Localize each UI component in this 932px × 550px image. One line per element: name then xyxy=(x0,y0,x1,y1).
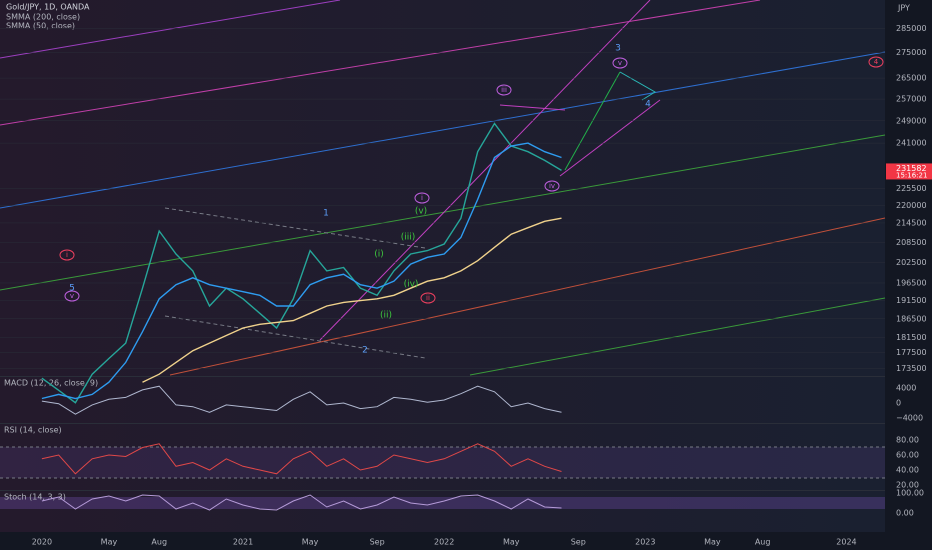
legend-entry: SMMA (50, close) xyxy=(6,22,75,31)
x-tick-label: 2022 xyxy=(434,538,454,547)
price-axis-bg xyxy=(885,0,932,550)
y-tick-label: 0 xyxy=(896,399,901,408)
panel-title: MACD (12, 26, close, 9) xyxy=(4,379,98,388)
wave-label: 4 xyxy=(645,100,651,110)
legend-entry: SMMA (200, close) xyxy=(6,13,80,22)
wave-label: i xyxy=(66,251,68,259)
y-tick-label: 60.00 xyxy=(896,451,919,460)
wave-label: 5 xyxy=(69,284,75,294)
time-axis-bg xyxy=(0,532,885,550)
wave-label: (iv) xyxy=(404,280,419,290)
y-tick-label: 241000 xyxy=(896,139,927,148)
wave-label: (ii) xyxy=(380,311,392,321)
wave-label: (iii) xyxy=(401,233,416,243)
wave-circle xyxy=(420,292,436,304)
y-tick-label: 40.00 xyxy=(896,466,919,475)
y-tick-label: 173500 xyxy=(896,364,927,373)
x-tick-label: Aug xyxy=(151,538,167,547)
wave-label: iv xyxy=(549,182,555,190)
x-tick-label: 2023 xyxy=(635,538,655,547)
y-tick-label: 4000 xyxy=(896,384,916,393)
wave-circle xyxy=(414,192,430,204)
wave-label: i xyxy=(421,194,423,202)
y-tick-label: 214500 xyxy=(896,218,927,227)
y-tick-label: 196500 xyxy=(896,278,927,287)
y-tick-label: 249000 xyxy=(896,116,927,125)
series-line xyxy=(41,443,562,475)
y-tick-label: 202500 xyxy=(896,258,927,267)
series-line xyxy=(41,122,562,404)
wave-label: v xyxy=(618,59,622,67)
wave-circle xyxy=(612,57,628,69)
panel-title: Stoch (14, 3, 3) xyxy=(4,493,66,502)
series-line xyxy=(41,142,562,400)
panel-title: RSI (14, close) xyxy=(4,426,62,435)
title: Gold/JPY, 1D, OANDA xyxy=(6,3,90,12)
x-tick-label: May xyxy=(101,538,118,547)
y-tick-label: 208500 xyxy=(896,238,927,247)
y-tick-label: 181500 xyxy=(896,333,927,342)
drawings xyxy=(0,0,886,509)
wave-label: v xyxy=(70,292,74,300)
x-tick-label: May xyxy=(704,538,721,547)
y-tick-label: 177500 xyxy=(896,348,927,357)
y-tick-label: 80.00 xyxy=(896,436,919,445)
y-tick-label: 225500 xyxy=(896,184,927,193)
wave-circle xyxy=(64,290,80,302)
x-tick-label: May xyxy=(302,538,319,547)
axis-unit: JPY xyxy=(897,4,910,13)
y-tick-label: 0.00 xyxy=(896,509,914,518)
wave-label: 2 xyxy=(362,346,368,356)
wave-label: iii xyxy=(501,86,507,94)
x-tick-label: May xyxy=(503,538,520,547)
wave-circle xyxy=(868,56,884,68)
y-tick-label: 186500 xyxy=(896,314,927,323)
series-line xyxy=(41,385,562,415)
price-tag-label: 231582 xyxy=(896,164,927,173)
x-tick-label: Sep xyxy=(370,538,385,547)
y-tick-label: 220000 xyxy=(896,201,927,210)
wave-label: (v) xyxy=(415,207,427,217)
y-tick-label: 265000 xyxy=(896,74,927,83)
y-tick-label: 275000 xyxy=(896,48,927,57)
x-tick-label: 2024 xyxy=(836,538,856,547)
x-tick-label: 2020 xyxy=(32,538,52,547)
series-line xyxy=(41,494,562,511)
price-tag xyxy=(886,163,932,180)
wave-circle xyxy=(544,180,560,192)
x-tick-label: Aug xyxy=(755,538,771,547)
series-line xyxy=(142,217,562,383)
countdown: 15:16:21 xyxy=(896,171,927,179)
plot-bg xyxy=(0,0,885,532)
y-tick-label: 20.00 xyxy=(896,481,919,490)
wave-label: 4 xyxy=(874,58,879,66)
wave-label: 3 xyxy=(615,44,621,54)
wave-label: ii xyxy=(426,294,430,302)
wave-label: 1 xyxy=(323,209,329,219)
wave-label: (i) xyxy=(374,250,384,260)
wave-circle xyxy=(496,84,512,96)
x-tick-label: 2021 xyxy=(233,538,253,547)
y-tick-label: 257000 xyxy=(896,95,927,104)
wave-circle xyxy=(59,249,75,261)
y-tick-label: 191500 xyxy=(896,296,927,305)
y-tick-label: 285000 xyxy=(896,24,927,33)
y-tick-label: 100.00 xyxy=(896,489,924,498)
x-tick-label: Sep xyxy=(571,538,586,547)
y-tick-label: −4000 xyxy=(896,413,923,422)
